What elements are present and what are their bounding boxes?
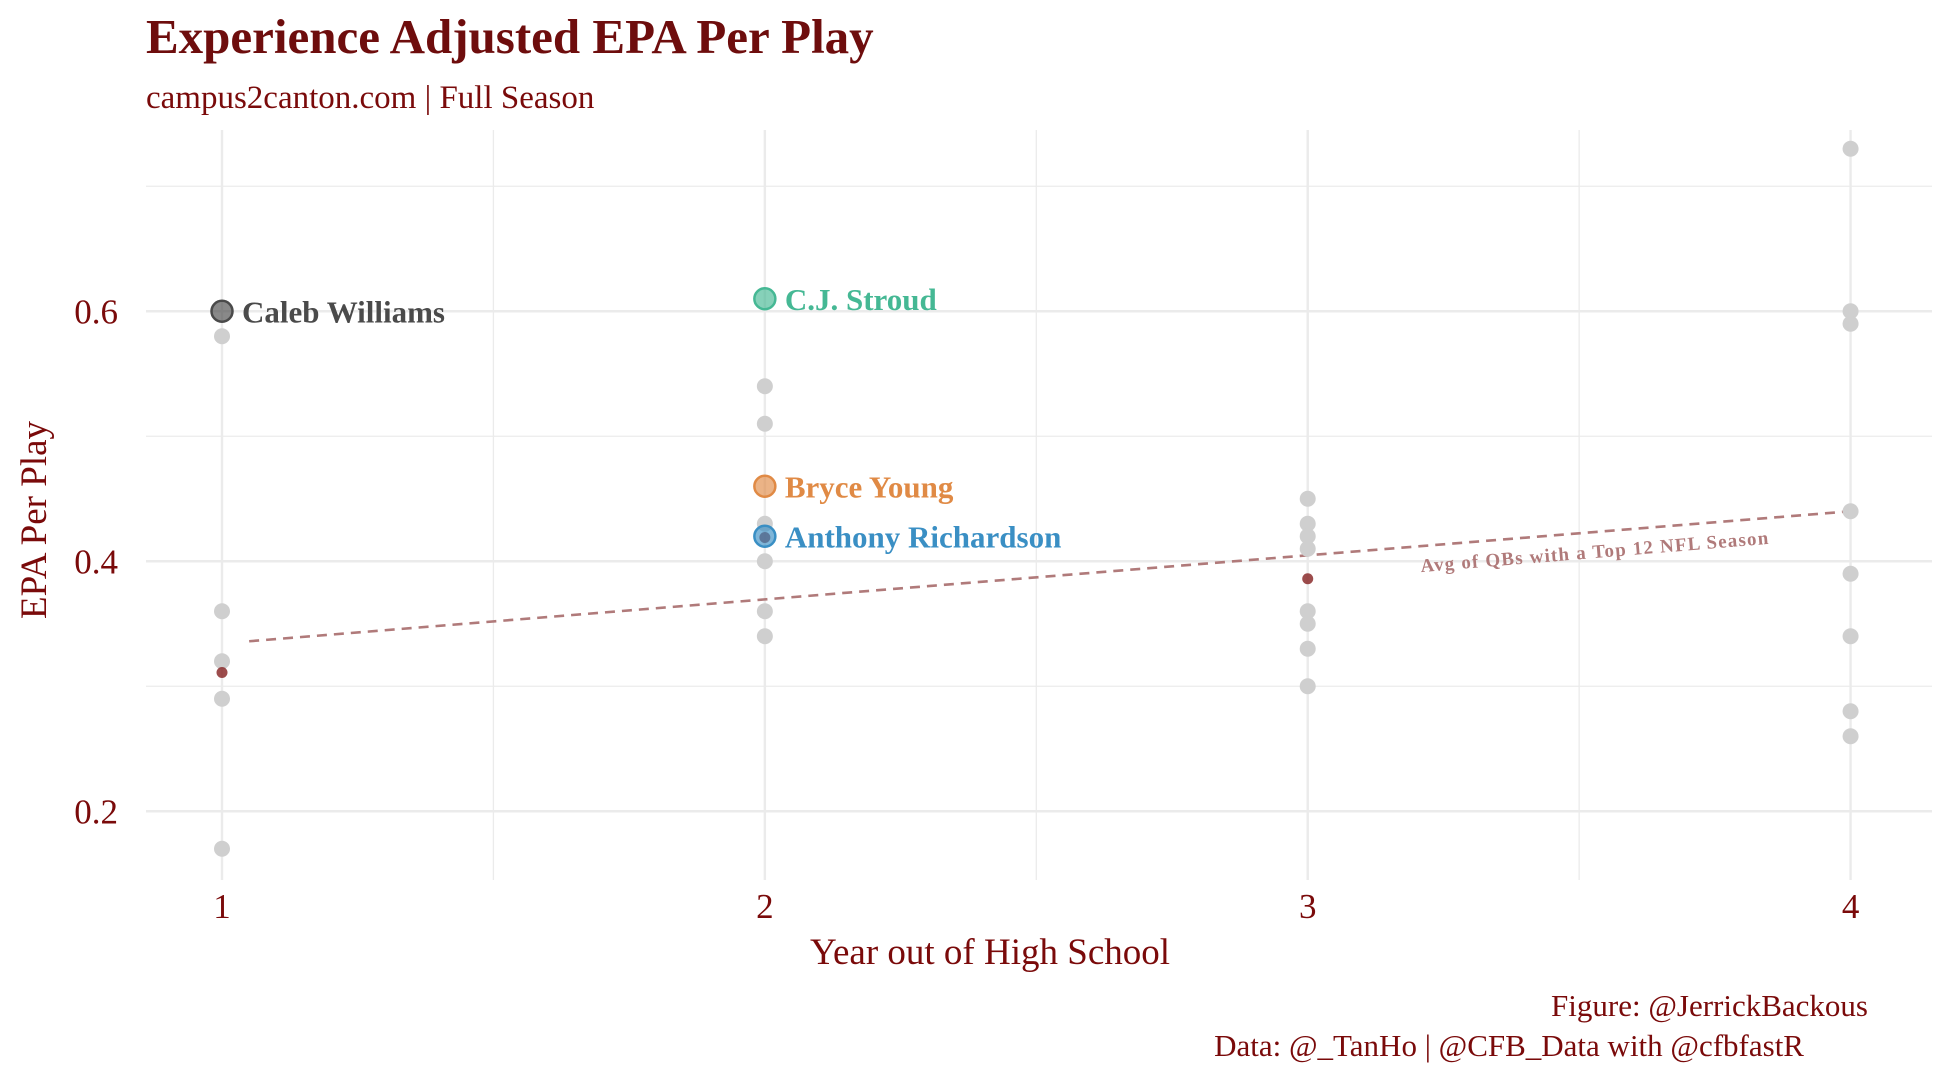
x-tick-label: 2 xyxy=(756,887,774,926)
highlight-point xyxy=(210,299,234,323)
background-point xyxy=(756,378,773,395)
background-point xyxy=(1842,728,1859,745)
background-point xyxy=(1299,603,1316,620)
chart-title: Experience Adjusted EPA Per Play xyxy=(146,9,874,64)
background-point xyxy=(1299,540,1316,557)
x-tick-label: 3 xyxy=(1299,887,1317,926)
background-point xyxy=(1842,565,1859,582)
average-point xyxy=(216,667,228,678)
background-point xyxy=(1299,515,1316,532)
chart-subtitle: campus2canton.com | Full Season xyxy=(146,80,595,116)
minor-gridlines xyxy=(146,130,1932,880)
background-point xyxy=(1842,303,1859,320)
background-point xyxy=(1842,703,1859,720)
background-point xyxy=(756,553,773,570)
major-gridlines xyxy=(146,130,1932,880)
background-point xyxy=(756,603,773,620)
background-point xyxy=(214,603,230,620)
background-point xyxy=(214,840,230,857)
highlight-label: Bryce Young xyxy=(785,469,954,504)
background-point xyxy=(214,653,230,670)
x-tick-label: 1 xyxy=(213,887,231,926)
y-tick-label: 0.4 xyxy=(74,542,118,581)
highlighted-players: Caleb Williams C.J. Stroud Bryce Young Anth… xyxy=(210,282,1062,554)
average-point xyxy=(1302,573,1314,585)
background-point xyxy=(1299,490,1316,507)
axis-tick-labels: 1 2 3 4 0.2 0.4 0.6 xyxy=(74,292,1859,926)
y-tick-label: 0.2 xyxy=(74,792,118,831)
highlight-label: Caleb Williams xyxy=(242,294,445,329)
data-credit: Data: @_TanHo | @CFB_Data with @cfbfastR xyxy=(1214,1028,1804,1063)
background-point xyxy=(1842,628,1859,645)
background-point xyxy=(1299,640,1316,657)
y-axis-label: EPA Per Play xyxy=(14,420,55,619)
background-point xyxy=(756,415,773,432)
background-point xyxy=(1299,678,1316,695)
trend-line xyxy=(249,509,1851,643)
background-point xyxy=(1842,140,1859,157)
background-point xyxy=(214,690,230,707)
trend-line-label: Avg of QBs with a Top 12 NFL Season xyxy=(1420,528,1771,577)
figure-credit: Figure: @JerrickBackous xyxy=(1551,988,1868,1023)
highlight-point xyxy=(753,474,777,498)
background-point xyxy=(1842,503,1859,520)
highlight-label: C.J. Stroud xyxy=(785,282,937,317)
highlight-label: Anthony Richardson xyxy=(785,519,1062,554)
x-tick-label: 4 xyxy=(1842,887,1860,926)
background-point xyxy=(756,628,773,645)
x-axis-label: Year out of High School xyxy=(810,932,1170,973)
y-tick-label: 0.6 xyxy=(74,292,118,331)
highlight-point xyxy=(753,287,777,311)
background-point xyxy=(1299,615,1316,632)
highlight-point xyxy=(753,524,777,548)
background-points xyxy=(214,140,1859,857)
background-point xyxy=(1842,315,1859,332)
background-point xyxy=(214,328,230,345)
background-point xyxy=(1299,528,1316,545)
